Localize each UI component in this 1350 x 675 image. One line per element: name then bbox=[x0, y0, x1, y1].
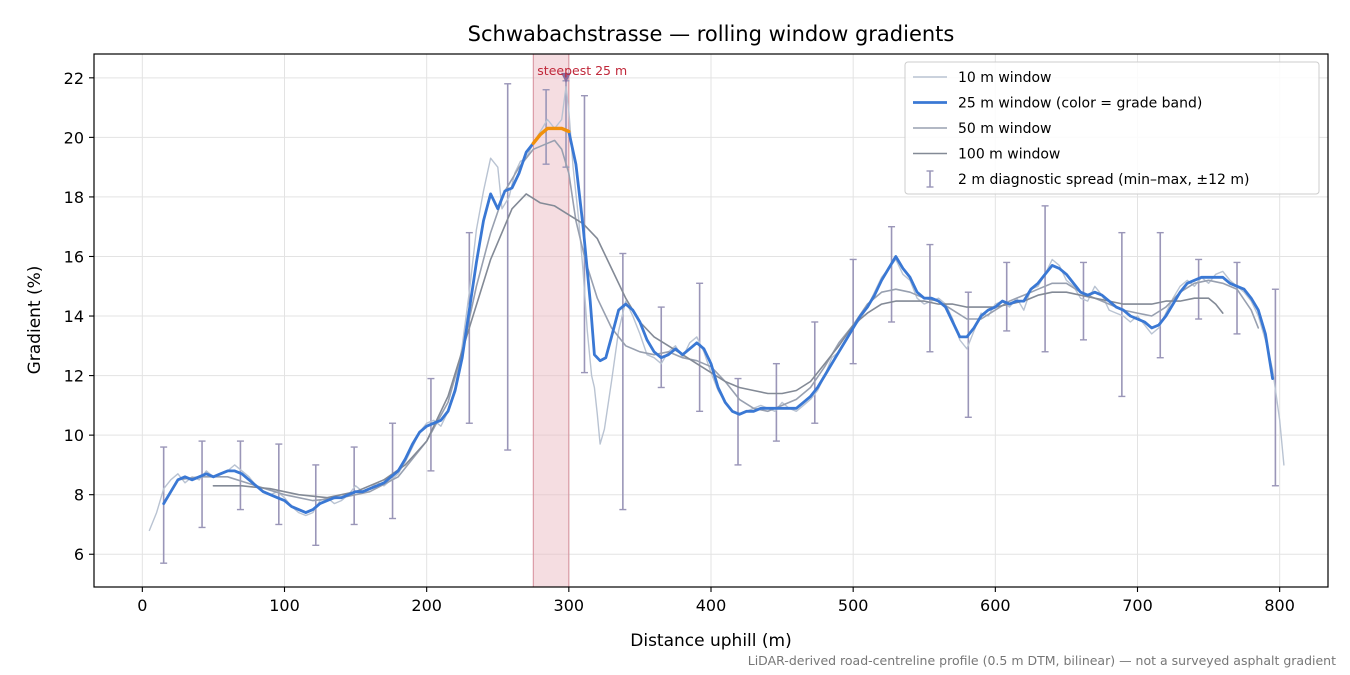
errorbar bbox=[888, 226, 896, 323]
errorbar bbox=[696, 282, 704, 413]
x-axis-label: Distance uphill (m) bbox=[630, 631, 791, 651]
errorbar bbox=[198, 440, 206, 529]
x-tick-label: 100 bbox=[269, 596, 300, 615]
series-line-50m bbox=[177, 139, 1260, 502]
legend-label: 25 m window (color = grade band) bbox=[958, 96, 1202, 112]
errorbar bbox=[811, 321, 819, 424]
y-tick-label: 20 bbox=[64, 128, 84, 147]
series-line-100m bbox=[212, 193, 1224, 499]
y-tick-label: 8 bbox=[74, 486, 84, 505]
legend-label: 2 m diagnostic spread (min–max, ±12 m) bbox=[958, 172, 1249, 188]
y-tick-label: 22 bbox=[64, 69, 84, 88]
y-tick-label: 16 bbox=[64, 247, 84, 266]
y-tick-label: 18 bbox=[64, 188, 84, 207]
x-tick-label: 800 bbox=[1264, 596, 1295, 615]
errorbar bbox=[772, 362, 780, 442]
x-tick-label: 600 bbox=[980, 596, 1011, 615]
errorbar bbox=[542, 89, 550, 165]
errorbar bbox=[350, 446, 358, 526]
errorbar bbox=[1079, 261, 1087, 341]
legend-label: 50 m window bbox=[958, 121, 1051, 137]
legend: 10 m window 25 m window (color = grade ba… bbox=[904, 61, 1320, 195]
steepest-label: steepest 25 m bbox=[537, 63, 627, 78]
errorbar bbox=[236, 440, 244, 511]
errorbar bbox=[657, 306, 665, 389]
errorbar bbox=[1041, 205, 1049, 353]
x-tick-label: 200 bbox=[411, 596, 442, 615]
legend-label: 100 m window bbox=[958, 147, 1060, 163]
footnote: LiDAR-derived road-centreline profile (0… bbox=[748, 653, 1336, 668]
x-tick-label: 0 bbox=[137, 596, 147, 615]
x-tick-label: 500 bbox=[838, 596, 869, 615]
errorbar bbox=[389, 422, 397, 520]
errorbar bbox=[619, 252, 627, 511]
series-line-25m bbox=[162, 127, 1274, 514]
y-tick-label: 12 bbox=[64, 367, 84, 386]
legend-box bbox=[904, 61, 1320, 195]
y-tick-label: 6 bbox=[74, 545, 84, 564]
x-tick-label: 400 bbox=[696, 596, 727, 615]
errorbar bbox=[1233, 261, 1241, 335]
errorbar bbox=[504, 83, 512, 451]
errorbar bbox=[160, 446, 168, 564]
x-tick-label: 300 bbox=[554, 596, 585, 615]
y-axis-label: Gradient (%) bbox=[25, 266, 45, 375]
x-tick-label: 700 bbox=[1122, 596, 1153, 615]
errorbar bbox=[849, 258, 857, 365]
errorbar bbox=[1195, 258, 1203, 320]
errorbar bbox=[964, 291, 972, 418]
y-tick-label: 10 bbox=[64, 426, 84, 445]
steepest-marker bbox=[560, 72, 571, 83]
errorbar bbox=[1156, 231, 1164, 359]
y-tick-label: 14 bbox=[64, 307, 84, 326]
errorbar bbox=[734, 377, 742, 466]
steepest-segment bbox=[531, 126, 571, 145]
errorbar bbox=[312, 464, 320, 547]
errorbar bbox=[1003, 261, 1011, 332]
legend-label: 10 m window bbox=[958, 70, 1051, 86]
chart-title: Schwabachstrasse — rolling window gradie… bbox=[468, 22, 955, 46]
errorbar bbox=[275, 443, 283, 526]
errorbar bbox=[1118, 231, 1126, 398]
